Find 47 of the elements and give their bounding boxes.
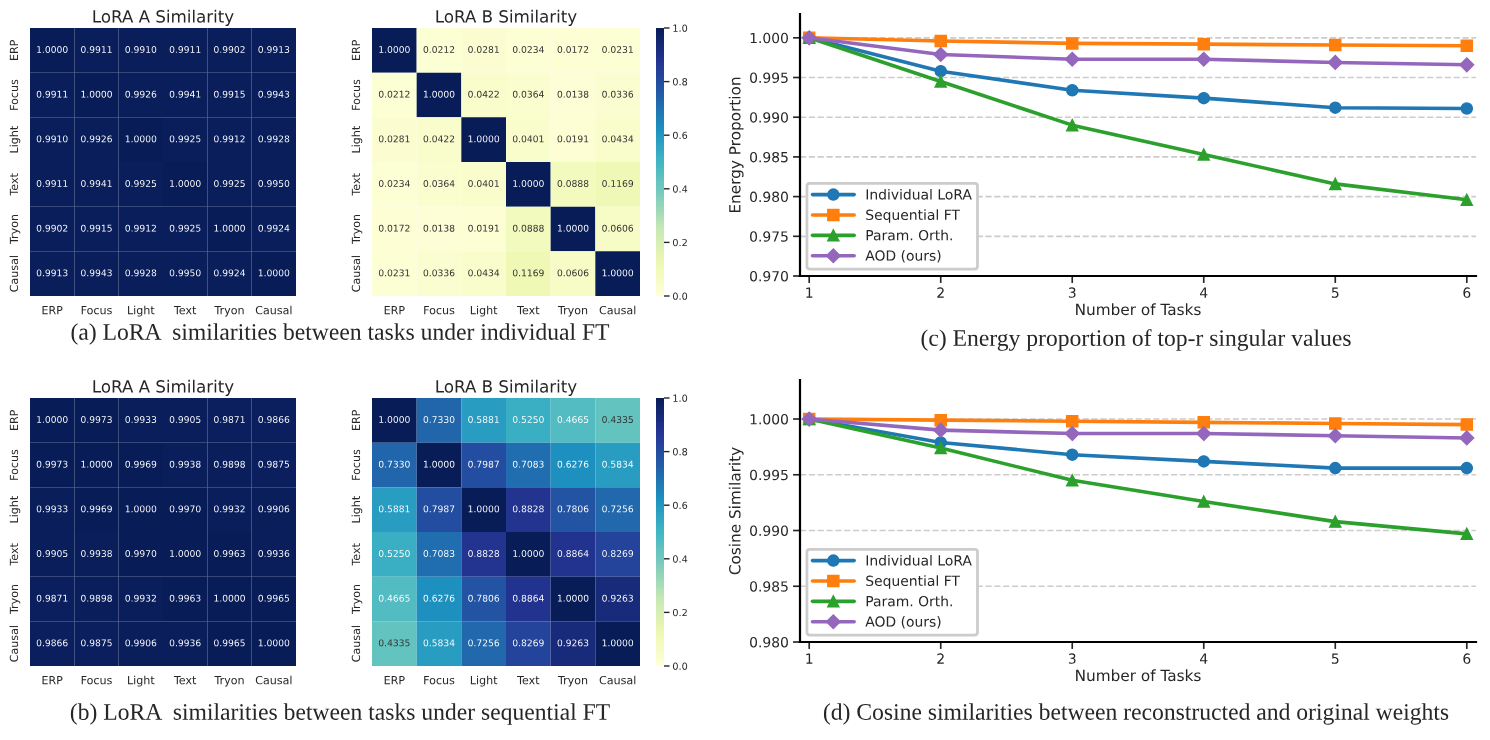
point: [1065, 414, 1079, 428]
point: [934, 441, 947, 455]
point: [934, 413, 947, 427]
point: [1197, 416, 1211, 429]
point: [1329, 38, 1342, 52]
point: [1460, 418, 1474, 431]
point: [1327, 428, 1343, 444]
point: [1329, 515, 1342, 528]
point: [934, 34, 947, 48]
point: [1460, 193, 1474, 207]
point: [1065, 118, 1079, 132]
point: [1459, 430, 1475, 446]
point: [1065, 448, 1079, 461]
point: [1197, 495, 1211, 508]
text: (c) Energy proportion of top-r singular values: [921, 329, 1351, 351]
point: [1460, 39, 1474, 53]
point: [1064, 425, 1080, 442]
point: [1197, 91, 1211, 105]
point: [1064, 51, 1080, 67]
point: [933, 46, 949, 63]
point: [1460, 102, 1474, 115]
text: (a) LoRA similarities between tasks under individual FT: [71, 323, 610, 345]
point: [934, 64, 947, 78]
point: [1197, 37, 1211, 51]
chart-title: LoRA B Similarity: [436, 9, 577, 26]
chart-title: LoRA A Similarity: [93, 9, 234, 26]
point: [1197, 148, 1211, 161]
point: [1460, 527, 1474, 541]
point: [1065, 474, 1079, 487]
point: [1065, 83, 1079, 97]
point: [1197, 455, 1211, 468]
chart-title: LoRA B Similarity: [436, 379, 577, 396]
point: [1329, 177, 1342, 191]
point: [1065, 37, 1079, 50]
point: [1196, 425, 1212, 442]
point: [1329, 461, 1342, 475]
point: [1460, 461, 1474, 475]
chart-title: LoRA A Similarity: [93, 379, 234, 396]
text: (d) Cosine similarities between reconstructed and original weights: [823, 703, 1449, 725]
point: [1459, 57, 1475, 73]
text: (b) LoRA similarities between tasks under sequential FT: [70, 703, 610, 725]
point: [1329, 101, 1342, 114]
point: [1196, 51, 1212, 67]
point: [1327, 54, 1343, 70]
point: [933, 422, 949, 438]
point: [1329, 417, 1342, 430]
point: [934, 75, 947, 88]
